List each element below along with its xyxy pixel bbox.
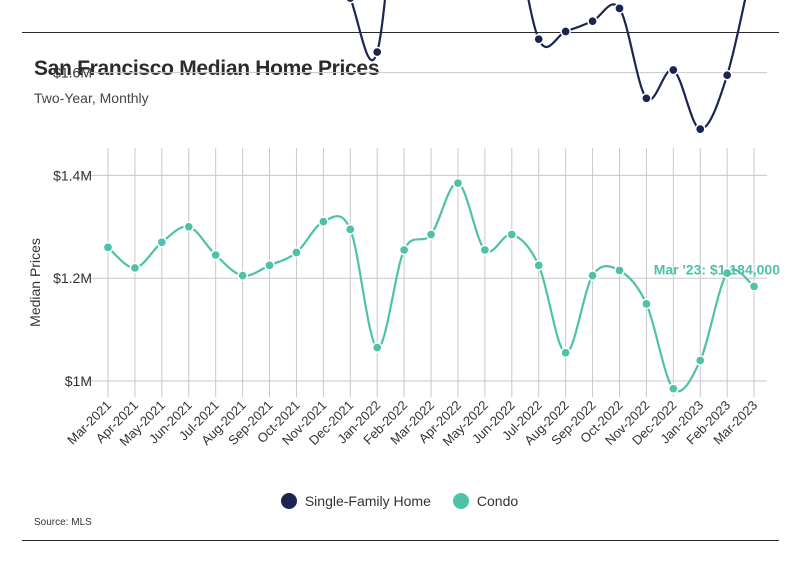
data-point-condo <box>533 260 545 271</box>
data-point-condo <box>398 244 410 256</box>
top-rule <box>22 32 779 33</box>
legend-item-single-family[interactable]: Single-Family Home <box>280 493 431 509</box>
data-point-condo <box>614 265 625 276</box>
data-point-condo <box>479 244 491 256</box>
data-point-condo <box>210 249 222 261</box>
data-point-condo <box>344 224 356 235</box>
data-point-condo <box>452 177 464 189</box>
data-point-single-family <box>587 15 598 27</box>
y-axis-label: Median Prices <box>27 238 43 327</box>
data-point-condo <box>425 229 437 240</box>
data-point-condo <box>264 260 275 271</box>
y-tick-label: $1.2M <box>53 270 92 286</box>
data-point-condo <box>560 347 571 359</box>
data-point-single-family <box>533 33 545 45</box>
legend-label-condo: Condo <box>476 493 519 509</box>
chart-title: San Francisco Median Home Prices <box>34 57 380 80</box>
data-point-single-family <box>721 69 733 81</box>
data-point-single-family <box>560 26 571 37</box>
data-point-single-family <box>614 3 625 14</box>
data-point-condo <box>721 267 733 279</box>
bottom-rule <box>22 540 779 541</box>
data-point-condo <box>587 270 598 281</box>
y-tick-label: $1.4M <box>53 167 92 183</box>
series-line-single-family <box>349 0 747 131</box>
data-point-single-family <box>667 64 679 76</box>
end-label-condo: Mar '23: $1,184,000 <box>654 261 781 277</box>
data-point-single-family <box>694 123 706 135</box>
chart-subtitle: Two-Year, Monthly <box>34 90 149 106</box>
data-point-condo <box>748 281 760 292</box>
data-point-single-family <box>641 92 652 104</box>
data-point-condo <box>506 229 518 240</box>
data-point-condo <box>318 216 329 228</box>
legend-swatch-condo <box>452 493 469 509</box>
data-point-condo <box>237 270 248 281</box>
line-chart: $1M$1.2M$1.4M$1.6M$1.8M$2M$2.2MMedian Pr… <box>27 0 781 449</box>
source-note: Source: MLS <box>34 517 92 528</box>
legend-item-condo[interactable]: Condo <box>452 493 519 509</box>
data-point-condo <box>156 236 168 248</box>
data-point-condo <box>694 355 706 366</box>
data-point-condo <box>183 221 195 233</box>
legend-label-single-family: Single-Family Home <box>304 493 431 509</box>
legend: Single-Family Home Condo <box>0 493 799 509</box>
data-point-condo <box>667 383 679 395</box>
y-tick-label: $1.6M <box>53 65 92 81</box>
data-point-condo <box>371 342 383 353</box>
data-point-condo <box>641 298 652 310</box>
data-point-condo <box>129 262 141 274</box>
data-point-single-family <box>371 46 383 58</box>
data-point-condo <box>102 242 114 253</box>
legend-swatch-single-family <box>280 493 297 509</box>
y-tick-label: $1M <box>65 373 92 389</box>
data-point-condo <box>291 247 302 258</box>
data-point-single-family <box>345 0 356 4</box>
